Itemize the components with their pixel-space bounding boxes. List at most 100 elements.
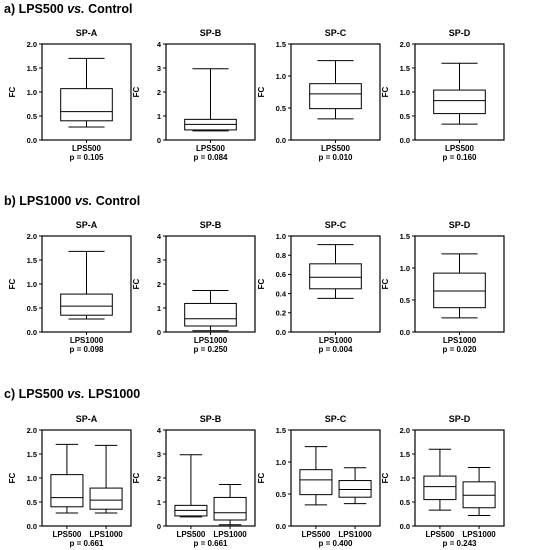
y-tick-label: 1.5	[400, 232, 410, 241]
p-value-label: p = 0.010	[318, 153, 353, 162]
y-tick-label: 1.0	[400, 264, 410, 273]
x-tick-label: LPS1000	[319, 336, 353, 345]
y-axis-label: FC	[8, 278, 17, 289]
y-tick-label: 1.5	[400, 64, 410, 73]
box	[89, 487, 123, 510]
y-tick-label: 0.2	[276, 309, 286, 318]
y-tick-label: 0.5	[276, 104, 286, 113]
section-title-a: a) LPS500 vs. Control	[4, 2, 133, 16]
y-tick-label: 2.0	[400, 426, 410, 435]
y-tick-label: 1	[157, 112, 161, 121]
p-value-label: p = 0.250	[193, 345, 228, 354]
panel-title: SP-B	[200, 28, 222, 38]
y-tick-label: 0.5	[400, 498, 410, 507]
box	[299, 469, 333, 496]
section-title-vs: vs.	[67, 2, 85, 16]
section-title-vs: vs.	[67, 387, 85, 401]
y-tick-label: 2	[157, 280, 161, 289]
box	[433, 89, 486, 115]
y-tick-label: 0.0	[400, 522, 410, 531]
y-axis-label: FC	[257, 278, 266, 289]
y-tick-label: 4	[157, 426, 162, 435]
y-tick-label: 1.5	[400, 450, 410, 459]
x-tick-label: LPS1000	[338, 530, 372, 539]
section-title-suffix: Control	[84, 2, 133, 16]
section-title-vs: vs.	[74, 194, 93, 208]
y-tick-label: 0.0	[276, 328, 286, 337]
y-tick-label: 0.8	[276, 251, 286, 260]
y-tick-label: 1	[157, 304, 161, 313]
x-tick-label: LPS500	[425, 530, 454, 539]
y-tick-label: 2.0	[27, 232, 37, 241]
y-tick-label: 3	[157, 256, 161, 265]
y-tick-label: 0.5	[27, 112, 37, 121]
y-tick-label: 0.0	[276, 522, 286, 531]
x-tick-label: LPS1000	[194, 336, 228, 345]
panel-title: SP-A	[76, 28, 98, 38]
x-tick-label: LPS1000	[89, 530, 123, 539]
box	[423, 475, 457, 501]
x-tick-label: LPS1000	[462, 530, 496, 539]
y-tick-label: 0.5	[400, 112, 410, 121]
y-axis-label: FC	[8, 86, 17, 97]
box	[60, 293, 113, 316]
section-title-prefix: b) LPS1000	[4, 194, 75, 208]
box	[309, 83, 362, 110]
y-axis-label: FC	[8, 472, 17, 483]
y-tick-label: 1.5	[276, 40, 286, 49]
y-tick-label: 2.0	[400, 40, 410, 49]
box	[309, 263, 362, 290]
panel-title: SP-A	[76, 220, 98, 230]
y-tick-label: 0.0	[400, 328, 410, 337]
p-value-label: p = 0.105	[69, 153, 104, 162]
y-tick-label: 3	[157, 64, 161, 73]
y-tick-label: 0.6	[276, 270, 286, 279]
y-axis-label: FC	[381, 86, 390, 97]
p-value-label: p = 0.243	[442, 539, 477, 548]
x-tick-label: LPS500	[196, 144, 225, 153]
box	[338, 480, 372, 498]
panel-title: SP-C	[325, 220, 347, 230]
panel-title: SP-D	[449, 220, 471, 230]
x-tick-label: LPS500	[52, 530, 81, 539]
y-tick-label: 2.0	[27, 426, 37, 435]
y-tick-label: 0.0	[27, 328, 37, 337]
y-tick-label: 3	[157, 450, 161, 459]
section-title-b: b) LPS1000 vs. Control	[4, 194, 140, 208]
p-value-label: p = 0.098	[69, 345, 104, 354]
x-tick-label: LPS500	[176, 530, 205, 539]
section-title-suffix: LPS1000	[84, 387, 141, 401]
y-tick-label: 1.5	[27, 450, 37, 459]
y-tick-label: 1.0	[27, 280, 37, 289]
y-tick-label: 0.5	[27, 304, 37, 313]
y-tick-label: 1.0	[400, 88, 410, 97]
y-axis-label: FC	[381, 278, 390, 289]
box	[184, 302, 237, 327]
panel-title: SP-D	[449, 414, 471, 424]
y-tick-label: 1.0	[276, 458, 286, 467]
y-tick-label: 1.0	[27, 474, 37, 483]
p-value-label: p = 0.661	[69, 539, 104, 548]
x-tick-label: LPS500	[72, 144, 101, 153]
x-tick-label: LPS1000	[213, 530, 247, 539]
y-axis-label: FC	[381, 472, 390, 483]
x-tick-label: LPS500	[445, 144, 474, 153]
y-tick-label: 0.0	[276, 136, 286, 145]
y-tick-label: 0.5	[27, 498, 37, 507]
y-tick-label: 1.5	[276, 426, 286, 435]
y-tick-label: 1.5	[27, 64, 37, 73]
y-tick-label: 1.0	[27, 88, 37, 97]
box	[433, 272, 486, 309]
y-tick-label: 2	[157, 474, 161, 483]
plot-frame	[290, 429, 381, 527]
y-tick-label: 2.0	[27, 40, 37, 49]
y-axis-label: FC	[132, 86, 141, 97]
y-tick-label: 4	[157, 232, 162, 241]
y-tick-label: 0	[157, 136, 161, 145]
y-tick-label: 1.0	[400, 474, 410, 483]
x-tick-label: LPS500	[321, 144, 350, 153]
y-axis-label: FC	[132, 278, 141, 289]
panel-title: SP-C	[325, 28, 347, 38]
y-tick-label: 1.0	[276, 72, 286, 81]
